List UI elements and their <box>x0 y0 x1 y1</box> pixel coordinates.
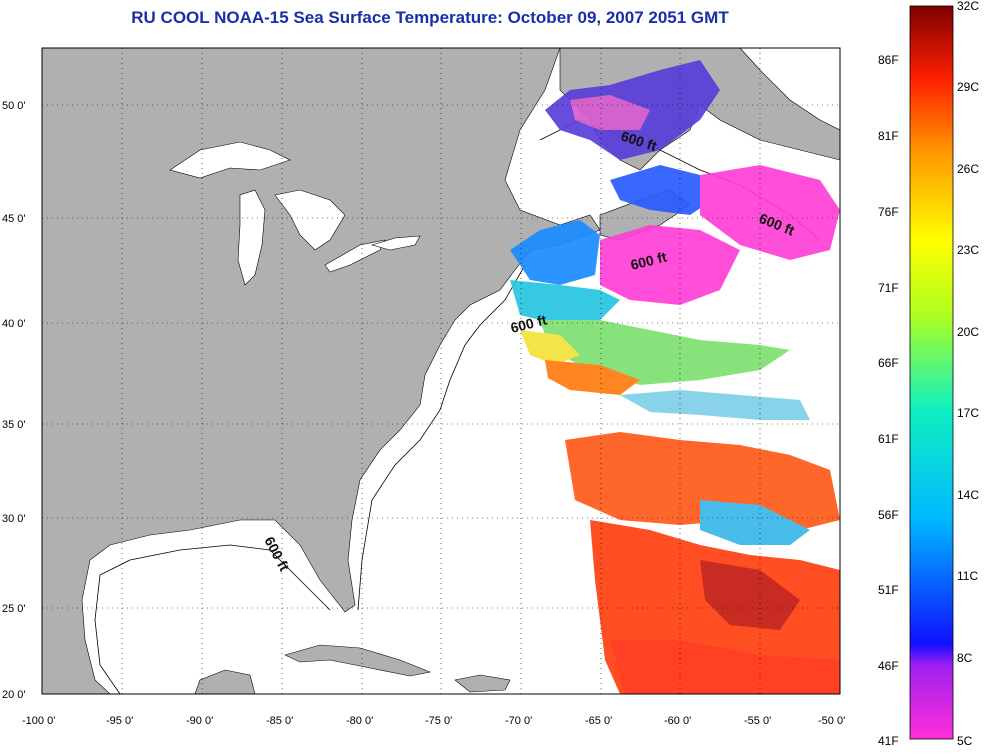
colorbar-label-c: 17C <box>957 406 979 420</box>
lon-label: -100 0' <box>22 715 55 727</box>
colorbar-label-f: 76F <box>878 205 899 219</box>
graticule <box>42 48 840 694</box>
colorbar-label-f: 46F <box>878 659 899 673</box>
colorbar-label-c: 20C <box>957 325 979 339</box>
lon-label: -70 0' <box>505 715 532 727</box>
colorbar-label-c: 23C <box>957 243 979 257</box>
colorbar-label-c: 8C <box>957 651 973 665</box>
land-north-america <box>42 48 601 694</box>
land-cuba <box>284 644 432 677</box>
colorbar-label-c: 14C <box>957 488 979 502</box>
lat-label: 25 0' <box>2 603 26 615</box>
lon-label: -60 0' <box>664 715 691 727</box>
colorbar-label-f: 51F <box>878 583 899 597</box>
lon-label: -50 0' <box>818 715 845 727</box>
lat-label: 40 0' <box>2 318 26 330</box>
colorbar-label-c: 26C <box>957 162 979 176</box>
longitude-labels: -100 0' -95 0' -90 0' -85 0' -80 0' -75 … <box>22 715 845 727</box>
lat-label: 45 0' <box>2 213 26 225</box>
lon-label: -75 0' <box>425 715 452 727</box>
colorbar-label-c: 5C <box>957 734 973 748</box>
lake-ontario <box>370 235 421 251</box>
colorbar-label-f: 56F <box>878 508 899 522</box>
lake-superior <box>169 141 291 179</box>
lon-label: -80 0' <box>346 715 373 727</box>
lake-erie <box>324 239 386 273</box>
lon-label: -85 0' <box>266 715 293 727</box>
map-frame <box>41 47 841 695</box>
colorbar-celsius-labels: 32C 29C 26C 23C 20C 17C 14C 11C 8C 5C <box>957 0 979 748</box>
sst-data-layer <box>510 60 840 694</box>
lat-label: 20 0' <box>2 689 26 701</box>
colorbar-label-f: 86F <box>878 53 899 67</box>
colorbar <box>909 5 954 740</box>
lon-label: -95 0' <box>106 715 133 727</box>
colorbar-label-f: 66F <box>878 356 899 370</box>
colorbar-label-f: 61F <box>878 432 899 446</box>
colorbar-label-f: 81F <box>878 129 899 143</box>
colorbar-label-c: 29C <box>957 80 979 94</box>
colorbar-label-f: 71F <box>878 281 899 295</box>
colorbar-label-f: 41F <box>878 734 899 748</box>
colorbar-label-c: 32C <box>957 0 979 13</box>
lat-label: 35 0' <box>2 419 26 431</box>
latitude-labels: 50 0' 45 0' 40 0' 35 0' 30 0' 25 0' 20 0… <box>2 100 26 701</box>
colorbar-fahrenheit-labels: 86F 81F 76F 71F 66F 61F 56F 51F 46F 41F <box>878 53 899 748</box>
lat-label: 30 0' <box>2 513 26 525</box>
lon-label: -65 0' <box>585 715 612 727</box>
land-hispaniola <box>454 674 511 693</box>
lon-label: -90 0' <box>186 715 213 727</box>
isobath-600ft-gulf <box>94 544 331 694</box>
lon-label: -55 0' <box>744 715 771 727</box>
lake-huron <box>274 189 346 251</box>
land-yucatan <box>194 669 256 694</box>
lat-label: 50 0' <box>2 100 26 112</box>
lake-michigan <box>237 189 266 286</box>
isobath-600ft-east-coast <box>357 264 526 611</box>
map-title: RU COOL NOAA-15 Sea Surface Temperature:… <box>131 8 729 27</box>
colorbar-label-c: 11C <box>957 569 978 583</box>
